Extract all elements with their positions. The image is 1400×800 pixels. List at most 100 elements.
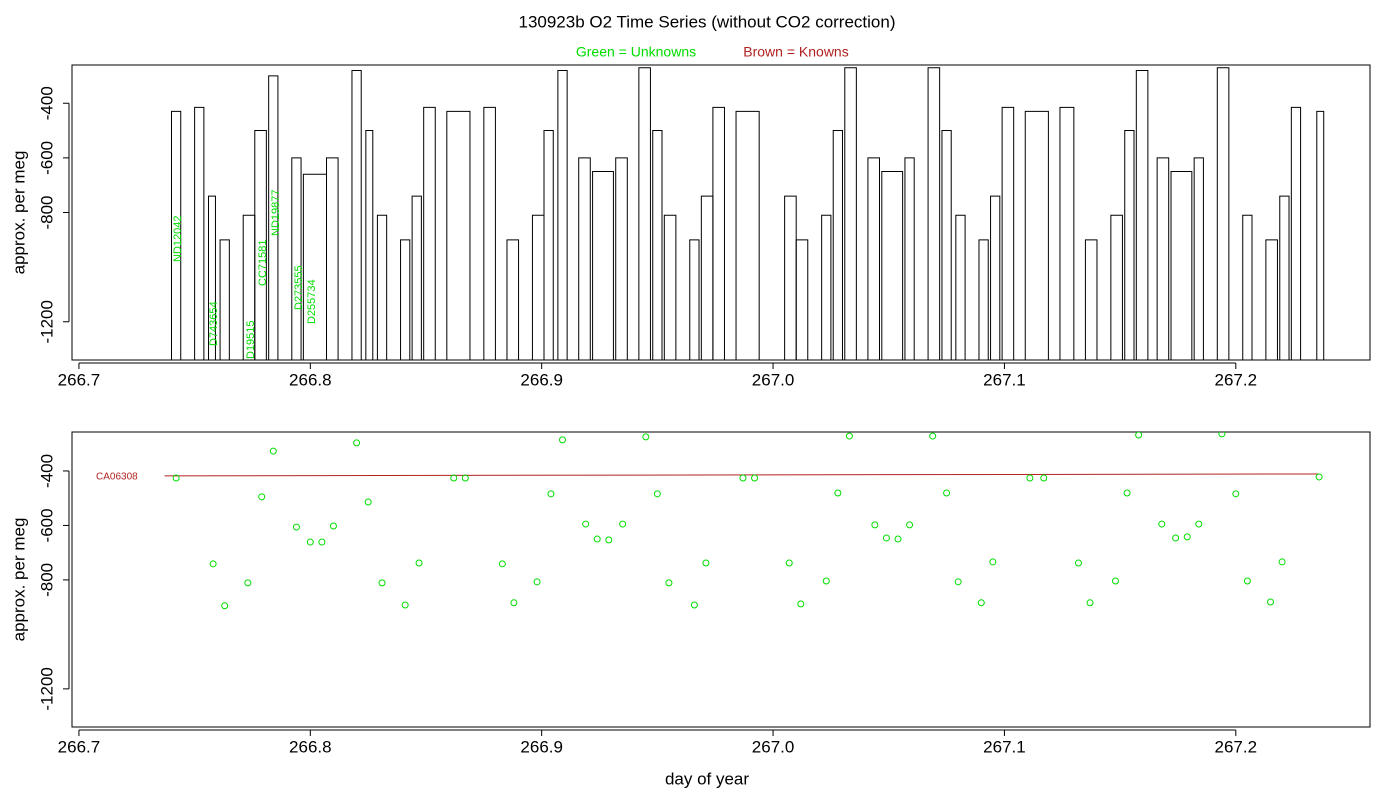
y-tick-label: -400 — [37, 454, 56, 488]
plateau — [365, 130, 374, 360]
plateau — [483, 106, 496, 360]
y-axis-label: approx. per meg — [9, 518, 28, 642]
data-point — [894, 535, 902, 543]
plateau — [1024, 110, 1049, 360]
plateau — [326, 157, 339, 360]
data-point — [642, 433, 650, 441]
plot-area — [170, 67, 1325, 360]
data-point — [547, 490, 555, 498]
data-point — [221, 602, 229, 610]
data-point — [172, 474, 180, 482]
plateau — [832, 130, 843, 360]
plateau — [881, 171, 904, 360]
plateau — [844, 67, 857, 360]
data-point — [318, 538, 326, 546]
y-tick-label: -1200 — [37, 667, 56, 710]
plateau — [904, 157, 915, 360]
data-point — [1135, 432, 1143, 439]
data-point — [797, 600, 805, 608]
data-point — [593, 535, 601, 543]
data-point — [1232, 490, 1240, 498]
plateau — [1265, 239, 1278, 360]
plateau — [821, 214, 832, 360]
data-point — [401, 601, 409, 609]
legend-entry: Brown = Knowns — [743, 44, 848, 60]
x-tick-label: 266.9 — [520, 737, 563, 756]
data-point — [353, 439, 361, 447]
plateau — [978, 239, 989, 360]
plateau — [219, 239, 230, 360]
plot-area — [164, 432, 1323, 610]
data-point — [1218, 432, 1226, 438]
annotation: ND12042 — [172, 216, 184, 262]
plateau — [557, 69, 568, 360]
annotation: D19515 — [245, 320, 257, 359]
x-tick-label: 266.7 — [58, 370, 101, 389]
x-tick-label: 266.8 — [289, 370, 332, 389]
x-tick-label: 266.8 — [289, 737, 332, 756]
data-point — [582, 520, 590, 528]
data-point — [1040, 474, 1048, 482]
plateau — [1156, 157, 1170, 360]
data-point — [292, 523, 300, 531]
plateau — [411, 195, 422, 360]
plateau — [941, 130, 952, 360]
y-tick-label: -600 — [37, 141, 56, 175]
data-point — [702, 559, 710, 567]
annotation: D255734 — [306, 279, 318, 324]
data-point — [1074, 559, 1082, 567]
plateau — [194, 106, 205, 360]
data-point — [989, 558, 997, 566]
data-point — [834, 489, 842, 497]
data-point — [977, 599, 985, 607]
data-point — [845, 432, 853, 440]
data-point — [954, 578, 962, 586]
plateau — [170, 110, 182, 360]
plateau — [1193, 157, 1204, 360]
annotation: ND19877 — [270, 190, 282, 236]
plateau — [735, 110, 760, 360]
plateau — [652, 130, 663, 360]
y-tick-label: -800 — [37, 563, 56, 597]
plateau — [578, 157, 591, 360]
legend-entry: Green = Unknowns — [576, 44, 696, 60]
annotation: D273555 — [293, 265, 305, 310]
plateau — [689, 239, 700, 360]
plateau — [208, 195, 216, 360]
plateau — [955, 214, 966, 360]
x-tick-label: 267.1 — [983, 737, 1026, 756]
data-point — [605, 536, 613, 544]
plateau — [592, 171, 614, 360]
x-tick-label: 267.0 — [752, 370, 795, 389]
plateau — [1124, 130, 1135, 360]
data-point — [690, 601, 698, 609]
y-tick-label: -600 — [37, 508, 56, 542]
y-tick-label: -1200 — [37, 300, 56, 343]
x-axis-label: day of year — [665, 769, 749, 788]
chart-title: 130923b O2 Time Series (without CO2 corr… — [518, 12, 895, 31]
plateau — [1242, 214, 1253, 360]
x-tick-label: 266.9 — [520, 370, 563, 389]
plateau — [1059, 106, 1075, 360]
plateau — [446, 110, 471, 360]
plateau — [423, 106, 436, 360]
plateau — [927, 67, 941, 360]
data-point — [1278, 558, 1286, 566]
data-point — [258, 493, 266, 501]
data-point — [559, 436, 567, 444]
plateau — [990, 195, 1001, 360]
reference-label: CA06308 — [96, 471, 138, 482]
data-point — [1195, 520, 1203, 528]
data-point — [244, 579, 252, 587]
data-point — [619, 520, 627, 528]
data-point — [378, 579, 386, 587]
data-point — [906, 521, 914, 529]
x-tick-label: 267.0 — [752, 737, 795, 756]
x-tick-label: 266.7 — [58, 737, 101, 756]
plateau — [615, 157, 628, 360]
data-point — [415, 559, 423, 567]
data-point — [929, 432, 937, 440]
data-point — [1158, 520, 1166, 528]
